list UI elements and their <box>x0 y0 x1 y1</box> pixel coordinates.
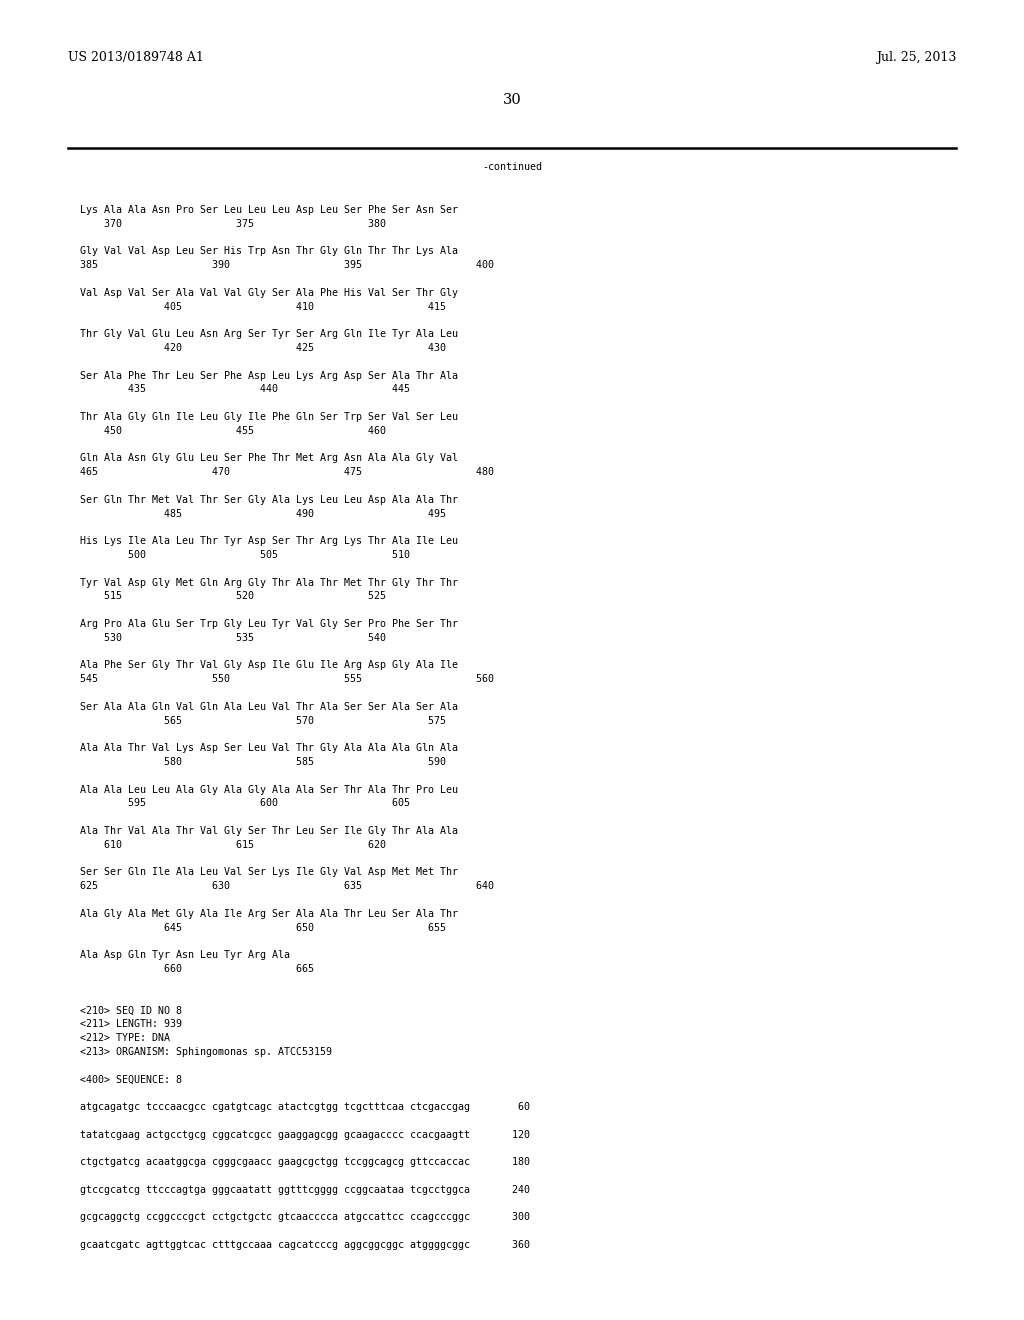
Text: 30: 30 <box>503 92 521 107</box>
Text: Val Asp Val Ser Ala Val Val Gly Ser Ala Phe His Val Ser Thr Gly: Val Asp Val Ser Ala Val Val Gly Ser Ala … <box>80 288 458 298</box>
Text: 660                   665: 660 665 <box>80 964 314 974</box>
Text: 565                   570                   575: 565 570 575 <box>80 715 446 726</box>
Text: <400> SEQUENCE: 8: <400> SEQUENCE: 8 <box>80 1074 182 1085</box>
Text: Ser Gln Thr Met Val Thr Ser Gly Ala Lys Leu Leu Asp Ala Ala Thr: Ser Gln Thr Met Val Thr Ser Gly Ala Lys … <box>80 495 458 504</box>
Text: 500                   505                   510: 500 505 510 <box>80 550 410 560</box>
Text: Thr Ala Gly Gln Ile Leu Gly Ile Phe Gln Ser Trp Ser Val Ser Leu: Thr Ala Gly Gln Ile Leu Gly Ile Phe Gln … <box>80 412 458 422</box>
Text: 405                   410                   415: 405 410 415 <box>80 301 446 312</box>
Text: 515                   520                   525: 515 520 525 <box>80 591 386 602</box>
Text: Ala Asp Gln Tyr Asn Leu Tyr Arg Ala: Ala Asp Gln Tyr Asn Leu Tyr Arg Ala <box>80 950 290 960</box>
Text: Gln Ala Asn Gly Glu Leu Ser Phe Thr Met Arg Asn Ala Ala Gly Val: Gln Ala Asn Gly Glu Leu Ser Phe Thr Met … <box>80 453 458 463</box>
Text: gcaatcgatc agttggtcac ctttgccaaa cagcatcccg aggcggcggc atggggcggc       360: gcaatcgatc agttggtcac ctttgccaaa cagcatc… <box>80 1239 530 1250</box>
Text: gcgcaggctg ccggcccgct cctgctgctc gtcaacccca atgccattcc ccagcccggc       300: gcgcaggctg ccggcccgct cctgctgctc gtcaacc… <box>80 1212 530 1222</box>
Text: Tyr Val Asp Gly Met Gln Arg Gly Thr Ala Thr Met Thr Gly Thr Thr: Tyr Val Asp Gly Met Gln Arg Gly Thr Ala … <box>80 578 458 587</box>
Text: Ala Ala Thr Val Lys Asp Ser Leu Val Thr Gly Ala Ala Ala Gln Ala: Ala Ala Thr Val Lys Asp Ser Leu Val Thr … <box>80 743 458 754</box>
Text: Ala Ala Leu Leu Ala Gly Ala Gly Ala Ala Ser Thr Ala Thr Pro Leu: Ala Ala Leu Leu Ala Gly Ala Gly Ala Ala … <box>80 784 458 795</box>
Text: Ser Ala Phe Thr Leu Ser Phe Asp Leu Lys Arg Asp Ser Ala Thr Ala: Ser Ala Phe Thr Leu Ser Phe Asp Leu Lys … <box>80 371 458 380</box>
Text: Ala Gly Ala Met Gly Ala Ile Arg Ser Ala Ala Thr Leu Ser Ala Thr: Ala Gly Ala Met Gly Ala Ile Arg Ser Ala … <box>80 908 458 919</box>
Text: His Lys Ile Ala Leu Thr Tyr Asp Ser Thr Arg Lys Thr Ala Ile Leu: His Lys Ile Ala Leu Thr Tyr Asp Ser Thr … <box>80 536 458 546</box>
Text: Ala Phe Ser Gly Thr Val Gly Asp Ile Glu Ile Arg Asp Gly Ala Ile: Ala Phe Ser Gly Thr Val Gly Asp Ile Glu … <box>80 660 458 671</box>
Text: 610                   615                   620: 610 615 620 <box>80 840 386 850</box>
Text: <211> LENGTH: 939: <211> LENGTH: 939 <box>80 1019 182 1030</box>
Text: 595                   600                   605: 595 600 605 <box>80 799 410 808</box>
Text: 625                   630                   635                   640: 625 630 635 640 <box>80 882 494 891</box>
Text: Arg Pro Ala Glu Ser Trp Gly Leu Tyr Val Gly Ser Pro Phe Ser Thr: Arg Pro Ala Glu Ser Trp Gly Leu Tyr Val … <box>80 619 458 630</box>
Text: 435                   440                   445: 435 440 445 <box>80 384 410 395</box>
Text: Lys Ala Ala Asn Pro Ser Leu Leu Leu Asp Leu Ser Phe Ser Asn Ser: Lys Ala Ala Asn Pro Ser Leu Leu Leu Asp … <box>80 205 458 215</box>
Text: Ser Ala Ala Gln Val Gln Ala Leu Val Thr Ala Ser Ser Ala Ser Ala: Ser Ala Ala Gln Val Gln Ala Leu Val Thr … <box>80 702 458 711</box>
Text: 645                   650                   655: 645 650 655 <box>80 923 446 933</box>
Text: atgcagatgc tcccaacgcc cgatgtcagc atactcgtgg tcgctttcaa ctcgaccgag        60: atgcagatgc tcccaacgcc cgatgtcagc atactcg… <box>80 1102 530 1111</box>
Text: US 2013/0189748 A1: US 2013/0189748 A1 <box>68 51 204 65</box>
Text: 370                   375                   380: 370 375 380 <box>80 219 386 228</box>
Text: <210> SEQ ID NO 8: <210> SEQ ID NO 8 <box>80 1006 182 1015</box>
Text: gtccgcatcg ttcccagtga gggcaatatt ggtttcgggg ccggcaataa tcgcctggca       240: gtccgcatcg ttcccagtga gggcaatatt ggtttcg… <box>80 1185 530 1195</box>
Text: Ala Thr Val Ala Thr Val Gly Ser Thr Leu Ser Ile Gly Thr Ala Ala: Ala Thr Val Ala Thr Val Gly Ser Thr Leu … <box>80 826 458 836</box>
Text: -continued: -continued <box>482 162 542 172</box>
Text: Jul. 25, 2013: Jul. 25, 2013 <box>876 51 956 65</box>
Text: 465                   470                   475                   480: 465 470 475 480 <box>80 467 494 478</box>
Text: 450                   455                   460: 450 455 460 <box>80 426 386 436</box>
Text: 485                   490                   495: 485 490 495 <box>80 508 446 519</box>
Text: Thr Gly Val Glu Leu Asn Arg Ser Tyr Ser Arg Gln Ile Tyr Ala Leu: Thr Gly Val Glu Leu Asn Arg Ser Tyr Ser … <box>80 329 458 339</box>
Text: 545                   550                   555                   560: 545 550 555 560 <box>80 675 494 684</box>
Text: Ser Ser Gln Ile Ala Leu Val Ser Lys Ile Gly Val Asp Met Met Thr: Ser Ser Gln Ile Ala Leu Val Ser Lys Ile … <box>80 867 458 878</box>
Text: Gly Val Val Asp Leu Ser His Trp Asn Thr Gly Gln Thr Thr Lys Ala: Gly Val Val Asp Leu Ser His Trp Asn Thr … <box>80 247 458 256</box>
Text: 385                   390                   395                   400: 385 390 395 400 <box>80 260 494 271</box>
Text: <212> TYPE: DNA: <212> TYPE: DNA <box>80 1034 170 1043</box>
Text: 420                   425                   430: 420 425 430 <box>80 343 446 352</box>
Text: tatatcgaag actgcctgcg cggcatcgcc gaaggagcgg gcaagacccc ccacgaagtt       120: tatatcgaag actgcctgcg cggcatcgcc gaaggag… <box>80 1130 530 1139</box>
Text: 530                   535                   540: 530 535 540 <box>80 632 386 643</box>
Text: 580                   585                   590: 580 585 590 <box>80 756 446 767</box>
Text: ctgctgatcg acaatggcga cgggcgaacc gaagcgctgg tccggcagcg gttccaccac       180: ctgctgatcg acaatggcga cgggcgaacc gaagcgc… <box>80 1158 530 1167</box>
Text: <213> ORGANISM: Sphingomonas sp. ATCC53159: <213> ORGANISM: Sphingomonas sp. ATCC531… <box>80 1047 332 1057</box>
